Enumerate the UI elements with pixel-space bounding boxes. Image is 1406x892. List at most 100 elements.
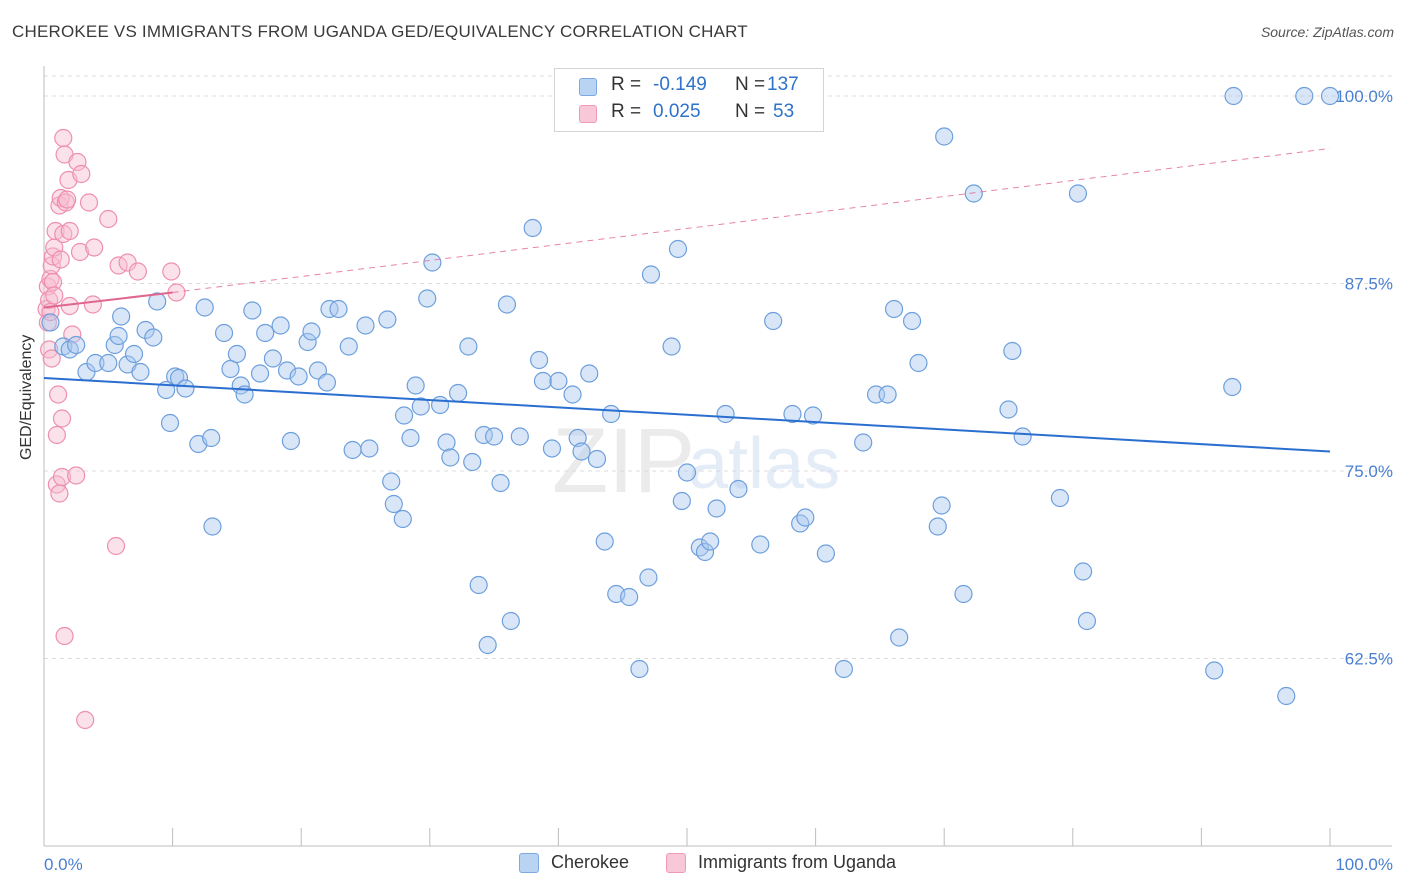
cherokee-point — [360, 439, 379, 458]
cherokee-point — [430, 395, 450, 415]
cherokee-point — [459, 337, 478, 356]
cherokee-legend-label: Cherokee — [551, 852, 630, 872]
uganda-point — [52, 467, 72, 487]
cherokee-point — [67, 335, 86, 355]
uganda-point — [56, 193, 75, 212]
cherokee-point — [148, 292, 167, 311]
cherokee-swatch — [579, 78, 597, 96]
cherokee-point — [595, 532, 614, 551]
y-tick-label: 100.0% — [1335, 87, 1393, 106]
watermark-zip: ZIP — [552, 410, 695, 512]
cherokee-point — [816, 544, 835, 563]
cherokee-point — [1003, 341, 1022, 361]
cherokee-point — [533, 371, 553, 391]
x-tick-label-max: 100.0% — [1335, 855, 1393, 874]
watermark: ZIP atlas — [552, 410, 840, 512]
cherokee-point — [954, 584, 973, 604]
axes — [43, 66, 1392, 847]
uganda-point — [67, 466, 86, 485]
cherokee-point — [729, 479, 748, 499]
uganda-point — [50, 484, 69, 503]
cherokee-point — [160, 413, 180, 433]
cherokee-point — [329, 299, 348, 319]
r-label: R = — [611, 101, 642, 122]
cherokee-point — [463, 452, 482, 472]
cherokee-point — [1205, 661, 1224, 680]
cherokee-point — [485, 427, 504, 446]
uganda-legend-label: Immigrants from Uganda — [698, 852, 897, 872]
cherokee-point — [764, 311, 783, 331]
cherokee-point — [289, 367, 308, 386]
cherokee-point — [124, 344, 144, 364]
cherokee-point — [423, 253, 442, 272]
cherokee-point — [884, 299, 904, 319]
cherokee-point — [271, 316, 290, 335]
r-value: -0.149 — [653, 74, 707, 95]
uganda-point — [58, 190, 77, 209]
cherokee-point — [620, 587, 639, 607]
cherokee-point — [202, 428, 221, 448]
cherokee-point — [448, 383, 468, 403]
r-value: 0.025 — [653, 101, 701, 122]
cherokee-point — [176, 379, 195, 398]
cherokee-point — [243, 301, 262, 320]
cherokee-point — [41, 313, 60, 332]
n-label: N = — [735, 101, 766, 122]
uganda-trend-extension — [172, 148, 1331, 293]
cherokee-point — [99, 353, 118, 373]
cherokee-point — [394, 406, 414, 425]
cherokee-point — [572, 442, 591, 461]
uganda-swatch — [579, 105, 597, 123]
cherokee-point — [890, 628, 909, 647]
source-credit: Source: ZipAtlas.com — [1260, 24, 1394, 40]
uganda-point — [162, 262, 181, 281]
cherokee-point — [343, 440, 362, 460]
cherokee-point — [602, 404, 621, 424]
cherokee-point — [677, 463, 697, 482]
cherokee-point — [510, 427, 529, 446]
cherokee-point — [384, 494, 403, 514]
cherokee-point — [668, 239, 688, 259]
cherokee-point — [751, 535, 770, 554]
cherokee-point — [568, 428, 587, 448]
cherokee-point — [796, 508, 815, 527]
cherokee-point — [878, 385, 897, 404]
cherokee-point — [707, 499, 726, 518]
cherokee-point — [932, 496, 951, 515]
cherokee-point — [339, 337, 358, 356]
cherokee-point — [136, 320, 155, 340]
cherokee-point — [227, 344, 246, 364]
uganda-point — [76, 710, 95, 730]
cherokee-point — [935, 127, 954, 146]
cherokee-point — [1013, 427, 1032, 446]
cherokee-point — [393, 509, 412, 529]
cherokee-point — [563, 385, 582, 404]
cherokee-point — [418, 289, 437, 308]
uganda-point — [85, 238, 104, 257]
cherokee-point — [411, 397, 430, 416]
cherokee-point — [1320, 86, 1340, 106]
cherokee-point — [783, 404, 802, 424]
n-label: N = — [735, 74, 766, 95]
cherokee-point — [587, 449, 607, 469]
cherokee-point — [639, 568, 658, 587]
uganda-point — [47, 425, 66, 445]
uganda-point — [106, 536, 126, 556]
chart-title: CHEROKEE VS IMMIGRANTS FROM UGANDA GED/E… — [12, 22, 748, 41]
uganda-point — [99, 209, 118, 229]
uganda-point — [45, 286, 64, 305]
cherokee-point — [549, 371, 568, 391]
stats-legend: R = -0.149 N = 137 R = 0.025 N = 53 — [554, 68, 824, 132]
cherokee-point — [281, 431, 301, 451]
uganda-trend-line — [43, 291, 173, 309]
cherokee-point — [530, 350, 549, 370]
cherokee-point — [250, 364, 270, 383]
cherokee-point — [131, 362, 150, 382]
cherokee-point — [641, 265, 661, 284]
watermark-atlas: atlas — [688, 424, 840, 504]
cherokee-point — [382, 472, 401, 491]
uganda-point — [68, 152, 87, 172]
cherokee-point — [378, 310, 397, 329]
cherokee-point — [695, 542, 715, 562]
